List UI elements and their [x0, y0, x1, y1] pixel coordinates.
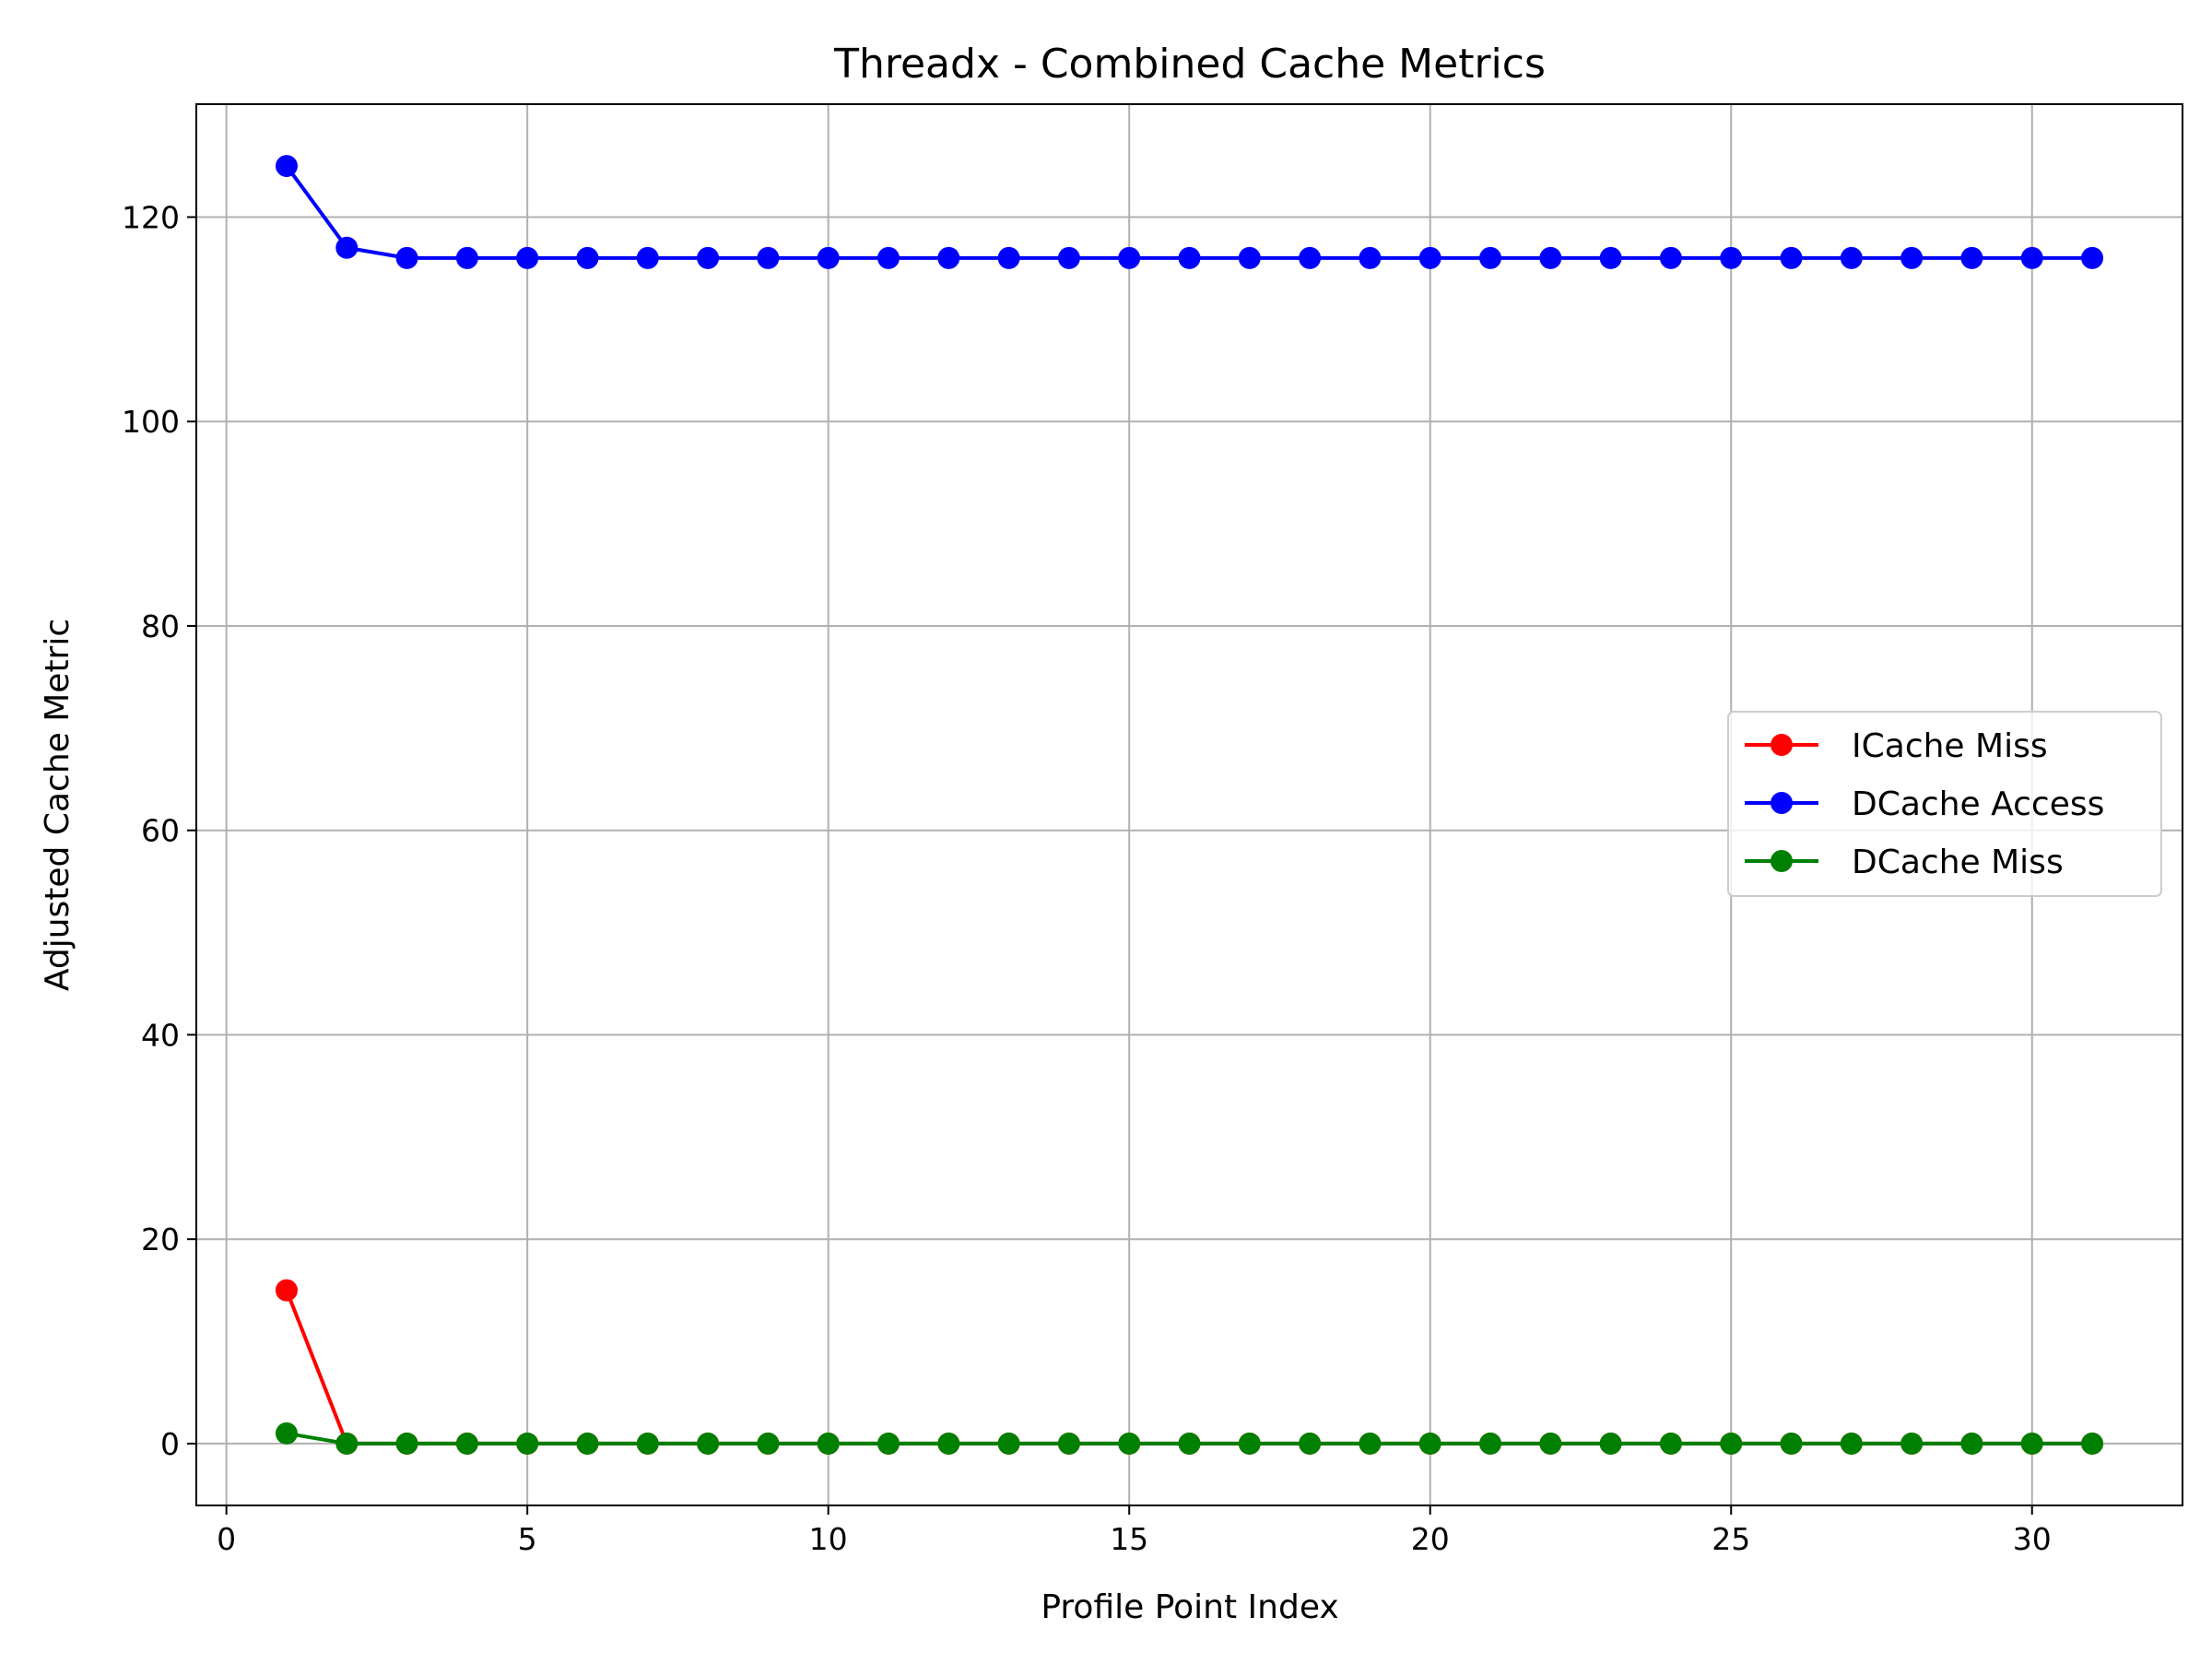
- x-tick-label: 5: [518, 1521, 537, 1557]
- data-point: [576, 1432, 599, 1455]
- data-point: [516, 1432, 539, 1455]
- data-point: [697, 1432, 720, 1455]
- y-tick-label: 0: [160, 1426, 180, 1462]
- data-point: [1418, 246, 1441, 269]
- data-point: [1599, 1432, 1622, 1455]
- data-point: [1057, 1432, 1080, 1455]
- y-tick-label: 20: [141, 1221, 180, 1257]
- legend-label: ICache Miss: [1852, 727, 2048, 765]
- x-tick-label: 10: [809, 1521, 848, 1557]
- data-point: [1178, 246, 1201, 269]
- data-point: [1720, 1432, 1743, 1455]
- legend-box: [1727, 711, 2162, 897]
- data-point: [1840, 1432, 1863, 1455]
- data-point: [1238, 1432, 1261, 1455]
- data-point: [1057, 246, 1080, 269]
- data-point: [455, 246, 478, 269]
- y-tick-label: 40: [141, 1017, 180, 1053]
- data-point: [1720, 246, 1743, 269]
- y-axis-label: Adjusted Cache Metric: [39, 619, 76, 991]
- axis-ticks: 0 5 10 15 20 25 30 0 20 40 60 80 100 120: [122, 200, 2052, 1557]
- series-dcache-access: [275, 155, 2104, 269]
- y-tick-label: 60: [141, 813, 180, 849]
- data-point: [395, 246, 418, 269]
- data-point: [335, 236, 359, 259]
- x-tick-label: 0: [217, 1521, 236, 1557]
- x-tick-label: 20: [1411, 1521, 1450, 1557]
- data-point: [1299, 246, 1322, 269]
- data-point: [516, 246, 539, 269]
- data-point: [636, 246, 659, 269]
- data-point: [1118, 1432, 1141, 1455]
- data-point: [275, 1422, 298, 1445]
- data-point: [877, 246, 900, 269]
- data-point: [1479, 246, 1502, 269]
- data-point: [997, 246, 1020, 269]
- chart-title: Threadx - Combined Cache Metrics: [833, 41, 1546, 88]
- data-point: [1900, 246, 1924, 269]
- data-point: [1479, 1432, 1502, 1455]
- data-point: [757, 1432, 780, 1455]
- data-point: [1539, 1432, 1562, 1455]
- data-point: [1118, 246, 1141, 269]
- data-point: [1178, 1432, 1201, 1455]
- y-tick-label: 100: [122, 404, 180, 440]
- data-point: [1299, 1432, 1322, 1455]
- data-point: [576, 246, 599, 269]
- data-point: [1539, 246, 1562, 269]
- plot-frame: [195, 103, 2183, 1506]
- data-point: [1780, 1432, 1803, 1455]
- x-axis-label: Profile Point Index: [1041, 1588, 1338, 1626]
- data-point: [817, 246, 840, 269]
- legend-marker: [1771, 792, 1793, 814]
- data-point: [275, 1279, 298, 1302]
- series-layer: [275, 155, 2104, 1455]
- data-point: [2020, 1432, 2043, 1455]
- data-point: [1960, 1432, 1983, 1455]
- legend: ICache Miss DCache Access DCache Miss: [1727, 711, 2162, 897]
- data-point: [817, 1432, 840, 1455]
- series-dcache-miss: [275, 1422, 2104, 1455]
- data-point: [1418, 1432, 1441, 1455]
- data-point: [757, 246, 780, 269]
- data-point: [1359, 1432, 1382, 1455]
- data-point: [1659, 246, 1682, 269]
- legend-marker: [1771, 850, 1793, 872]
- data-point: [937, 1432, 960, 1455]
- x-tick-label: 30: [2013, 1521, 2052, 1557]
- data-point: [1840, 246, 1863, 269]
- data-point: [335, 1432, 359, 1455]
- data-point: [636, 1432, 659, 1455]
- data-point: [1359, 246, 1382, 269]
- data-point: [2020, 246, 2043, 269]
- data-point: [1900, 1432, 1924, 1455]
- legend-marker: [1771, 734, 1793, 756]
- data-point: [1780, 246, 1803, 269]
- data-point: [1960, 246, 1983, 269]
- legend-label: DCache Miss: [1852, 844, 2064, 881]
- data-point: [2081, 246, 2104, 269]
- data-point: [1238, 246, 1261, 269]
- data-point: [1659, 1432, 1682, 1455]
- data-point: [395, 1432, 418, 1455]
- x-tick-label: 15: [1110, 1521, 1148, 1557]
- data-point: [2081, 1432, 2104, 1455]
- data-point: [937, 246, 960, 269]
- y-tick-label: 120: [122, 200, 180, 236]
- data-point: [877, 1432, 900, 1455]
- data-point: [997, 1432, 1020, 1455]
- data-point: [275, 155, 298, 178]
- data-point: [1599, 246, 1622, 269]
- legend-label: DCache Access: [1852, 785, 2104, 823]
- data-point: [697, 246, 720, 269]
- x-tick-label: 25: [1712, 1521, 1750, 1557]
- y-tick-label: 80: [141, 608, 180, 644]
- data-point: [455, 1432, 478, 1455]
